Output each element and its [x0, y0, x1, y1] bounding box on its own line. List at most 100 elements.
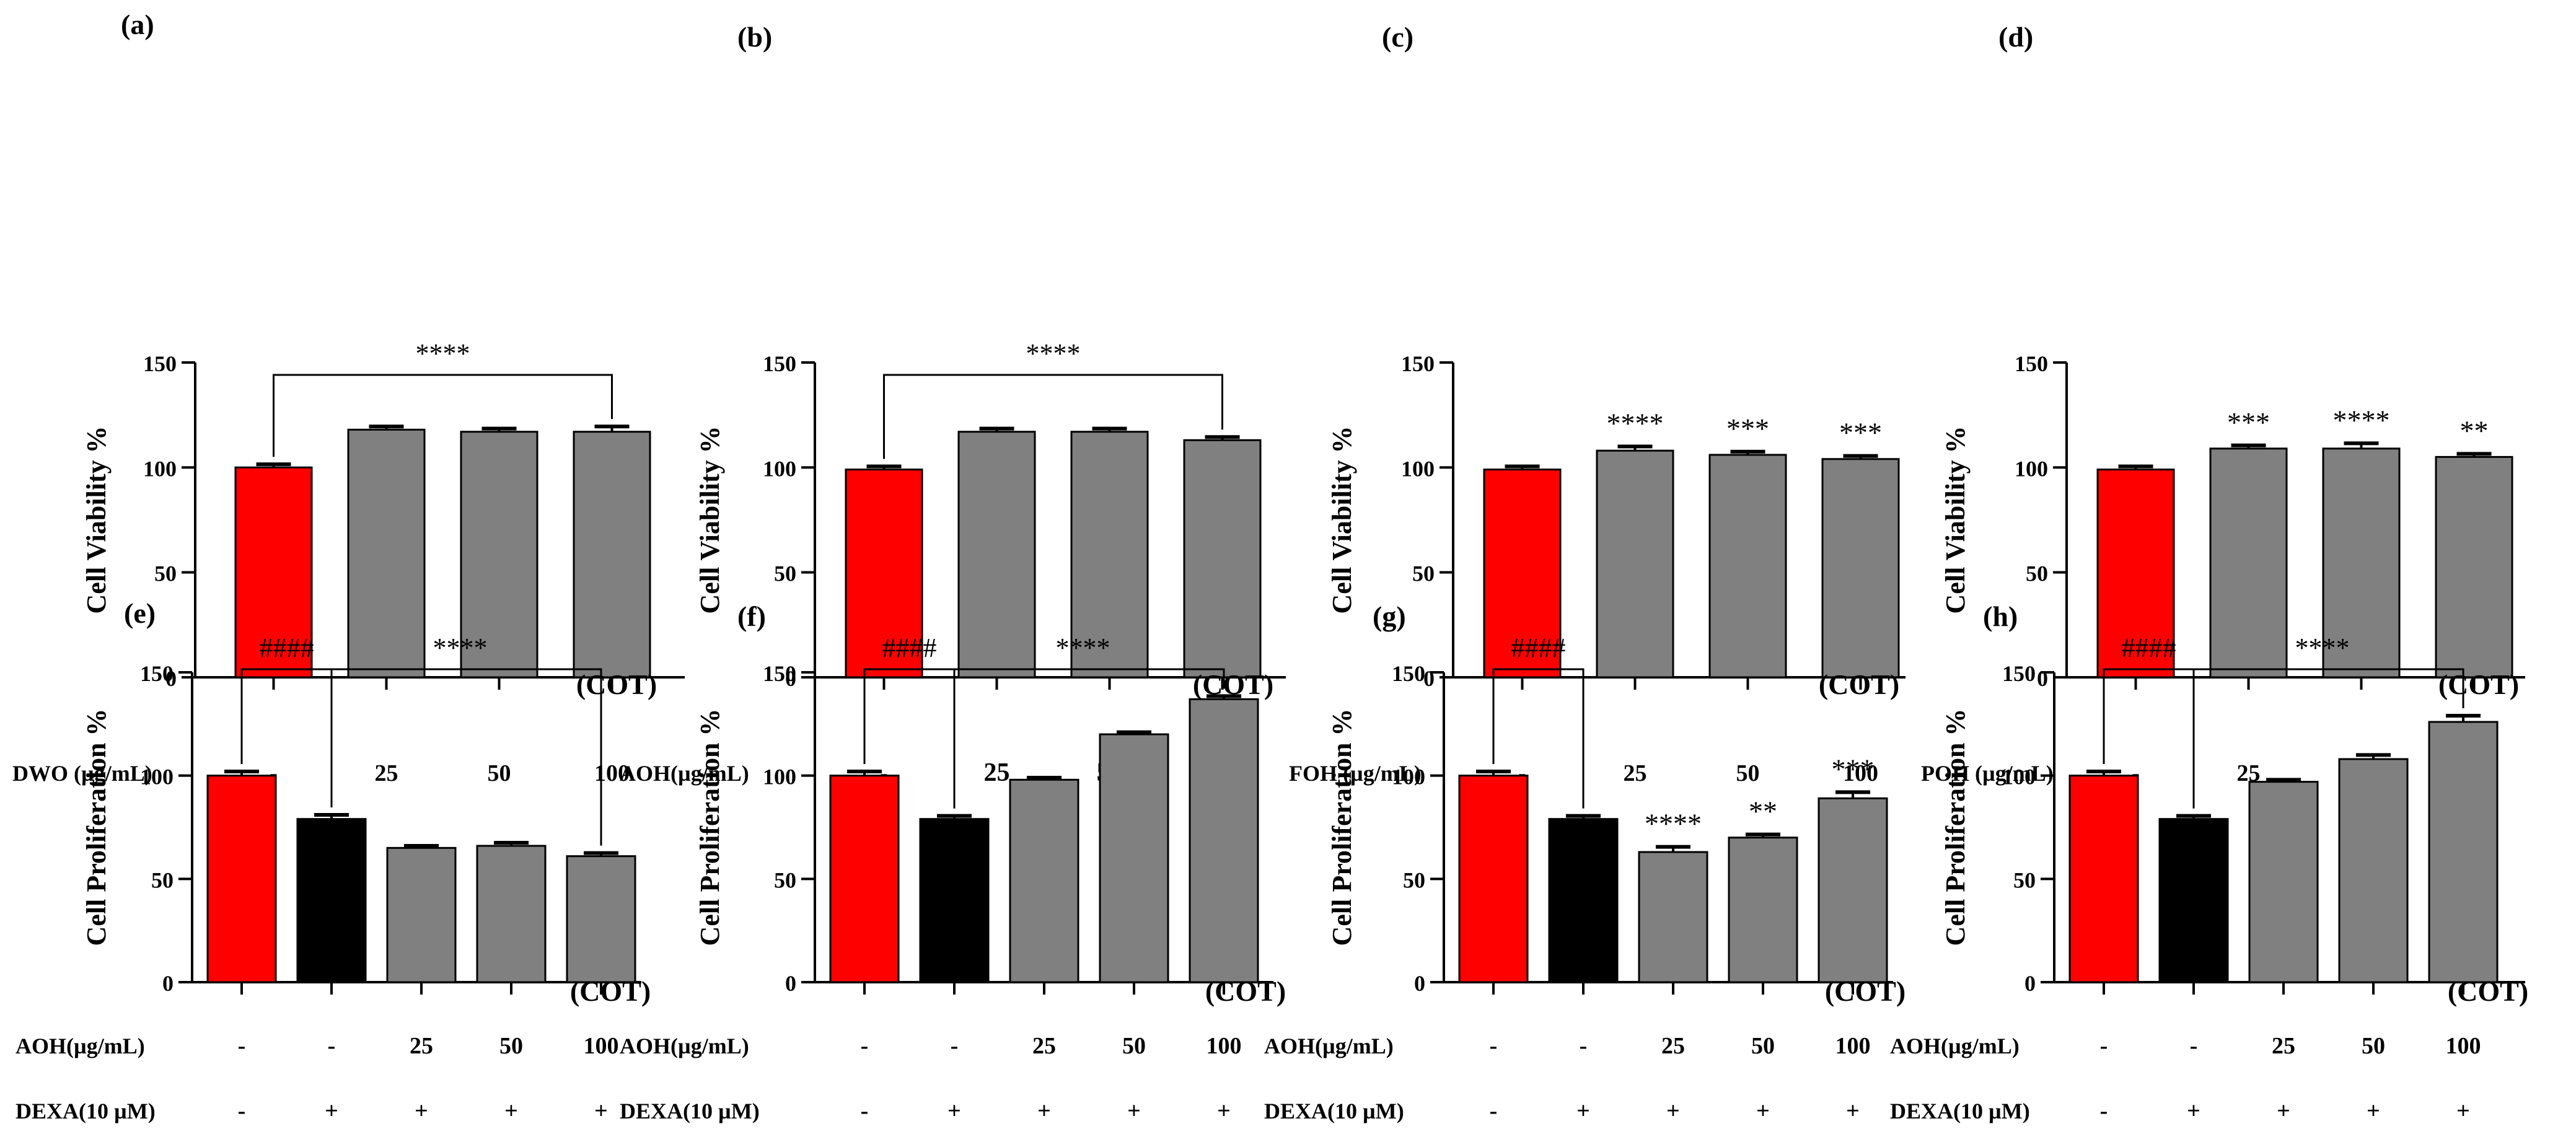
- row-value: 50: [2362, 1033, 2385, 1059]
- y-tick-label: 0: [785, 666, 796, 691]
- bar: [845, 468, 923, 679]
- y-tick-label: 0: [1414, 971, 1425, 996]
- bar: [2338, 758, 2409, 983]
- row-value: 25: [1032, 1033, 1056, 1059]
- significance-label: ***: [2227, 407, 2270, 438]
- y-tick-label: 50: [1403, 868, 1425, 892]
- row-value: -: [861, 1033, 869, 1059]
- row-value: +: [1576, 1098, 1590, 1124]
- bar: [1458, 775, 1529, 983]
- row-value: -: [951, 1033, 959, 1059]
- y-tick-label: 100: [140, 765, 174, 789]
- significance-bracket: [1492, 668, 1585, 809]
- row-value: -: [2100, 1098, 2108, 1124]
- bar: [1183, 439, 1262, 679]
- bar: [2248, 781, 2319, 983]
- bar: [2096, 468, 2175, 679]
- bar: [347, 428, 426, 679]
- row-value: 50: [1122, 1033, 1146, 1059]
- bar: [1821, 458, 1900, 679]
- y-tick-label: 0: [2024, 971, 2036, 996]
- bar: [296, 818, 367, 983]
- row-label: AOH(µg/mL): [1890, 1034, 2020, 1058]
- significance-label: ***: [1832, 753, 1875, 784]
- bar: [1099, 733, 1169, 983]
- panel-label: (b): [737, 21, 772, 53]
- row-value: -: [238, 1098, 246, 1124]
- row-label: DEXA(10 µM): [15, 1099, 156, 1123]
- y-tick-label: 100: [1401, 456, 1435, 481]
- row-value: +: [325, 1098, 338, 1124]
- row-value: +: [2456, 1098, 2470, 1124]
- y-tick-label: 100: [2002, 765, 2036, 789]
- row-value: 25: [375, 760, 398, 786]
- y-axis-label: Cell Viability %: [695, 426, 725, 613]
- y-tick-label: 150: [140, 661, 174, 686]
- row-label: DEXA(10 µM): [1890, 1099, 2030, 1123]
- row-value: -: [238, 1033, 246, 1059]
- significance-label: ****: [2333, 404, 2390, 436]
- bar: [1009, 778, 1079, 983]
- y-tick-label: 0: [162, 971, 174, 996]
- row-value: 100: [1207, 1033, 1242, 1059]
- y-tick-label: 50: [774, 868, 796, 892]
- y-tick-label: 150: [1401, 351, 1435, 376]
- y-tick-label: 50: [1412, 561, 1435, 586]
- row-value: +: [2367, 1098, 2380, 1124]
- y-tick-label: 150: [1392, 661, 1425, 686]
- bar: [1189, 698, 1259, 983]
- bar: [566, 855, 636, 983]
- row-value: +: [415, 1098, 428, 1124]
- bar: [476, 845, 547, 983]
- bar: [2435, 455, 2513, 679]
- significance-bracket: [330, 668, 602, 846]
- row-label: DEXA(10 µM): [620, 1099, 760, 1123]
- bracket-label: ####: [882, 633, 937, 663]
- row-label: POH (µg/mL): [1921, 761, 2054, 786]
- significance-label: **: [2460, 415, 2489, 446]
- y-tick-label: 150: [143, 351, 177, 376]
- row-value: 25: [2272, 1033, 2295, 1059]
- bar: [919, 818, 990, 983]
- y-tick-label: 50: [154, 561, 177, 586]
- row-label: AOH(µg/mL): [620, 761, 749, 786]
- bar: [2428, 721, 2499, 983]
- unit-label: (COT): [1205, 975, 1286, 1007]
- y-tick-label: 150: [763, 661, 796, 686]
- y-tick-label: 100: [763, 456, 796, 481]
- y-tick-label: 150: [763, 351, 796, 376]
- bracket-label: ****: [1026, 338, 1081, 369]
- y-tick-label: 50: [774, 561, 796, 586]
- y-tick-label: 150: [2002, 661, 2036, 686]
- row-value: +: [1846, 1098, 1860, 1124]
- row-value: +: [1037, 1098, 1051, 1124]
- row-value: 50: [1751, 1033, 1775, 1059]
- y-axis-label: Cell Viability %: [81, 426, 112, 613]
- row-value: +: [594, 1098, 608, 1124]
- bracket-label: ****: [416, 338, 470, 369]
- bracket-label: ####: [1511, 633, 1566, 663]
- row-value: 25: [984, 758, 1010, 787]
- unit-label: (COT): [570, 975, 651, 1007]
- y-tick-label: 100: [143, 456, 177, 481]
- y-tick-label: 50: [151, 868, 174, 892]
- row-label: AOH(µg/mL): [1264, 1034, 1394, 1058]
- row-value: +: [1666, 1098, 1680, 1124]
- y-tick-label: 50: [2013, 868, 2036, 892]
- bracket-label: ####: [260, 633, 314, 663]
- bar: [829, 775, 900, 983]
- row-value: 25: [1661, 1033, 1685, 1059]
- row-value: 50: [499, 1033, 523, 1059]
- y-axis-label: Cell Viability %: [1327, 426, 1357, 613]
- y-axis-label: Cell Proliferation %: [695, 709, 725, 946]
- bracket-label: ****: [1056, 633, 1110, 663]
- bracket-label: ####: [2122, 633, 2176, 663]
- row-label: DWO (µg/mL): [12, 761, 152, 786]
- bracket-label: ****: [2295, 633, 2350, 663]
- bar: [573, 431, 651, 679]
- row-value: -: [2190, 1033, 2198, 1059]
- row-value: -: [328, 1033, 336, 1059]
- panel-label: (f): [737, 600, 766, 632]
- panel-label: (a): [121, 9, 154, 40]
